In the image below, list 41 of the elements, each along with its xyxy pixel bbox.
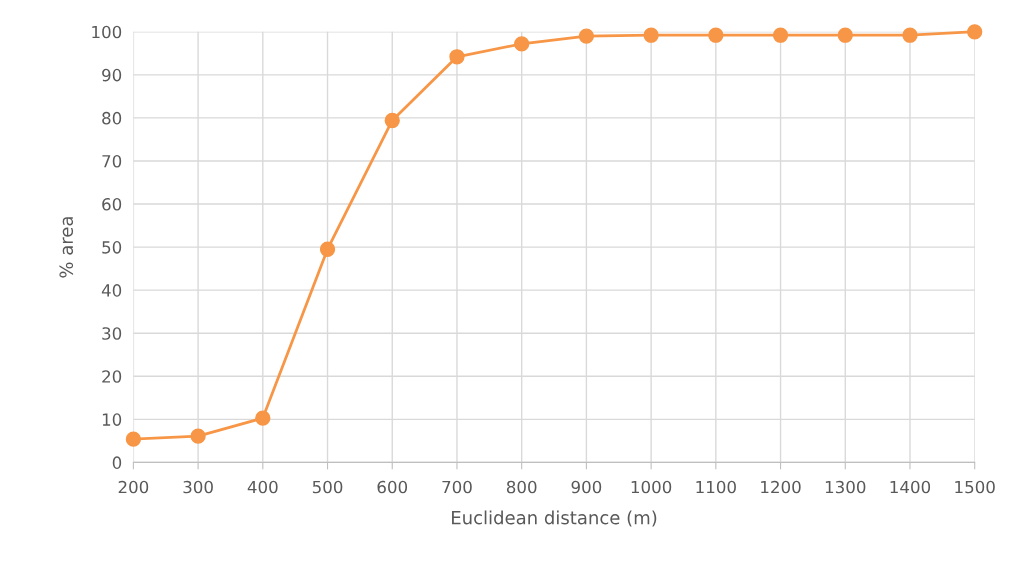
x-tick-label: 1400 [890, 480, 931, 494]
x-tick-label: 1000 [631, 480, 672, 494]
point [578, 28, 595, 44]
y-tick-label: 20 [102, 370, 122, 383]
point [449, 49, 465, 65]
y-tick-label: 60 [102, 198, 122, 211]
y-tick-label: 10 [102, 413, 122, 426]
point [514, 36, 530, 52]
point [255, 410, 271, 426]
y-tick-label: 40 [101, 284, 122, 297]
x-tick-label: 300 [183, 480, 213, 494]
x-tick-label: 1500 [955, 480, 995, 494]
point [967, 24, 983, 40]
point [384, 112, 400, 129]
x-tick-label: 200 [118, 480, 149, 494]
point [643, 27, 659, 43]
y-tick-label: 90 [102, 68, 122, 82]
x-tick-label: 1100 [696, 480, 736, 494]
x-tick-label: 800 [506, 480, 537, 494]
x-tick-label: 900 [571, 480, 602, 494]
point [708, 27, 724, 43]
point [772, 27, 789, 43]
point [837, 27, 853, 43]
y-tick-label: 50 [102, 241, 122, 254]
y-axis-title: % area [59, 217, 74, 278]
y-tick-label: 80 [102, 111, 122, 125]
point [902, 27, 918, 43]
point [319, 241, 336, 257]
x-tick-label: 1200 [761, 480, 801, 494]
y-tick-label: 30 [102, 327, 122, 340]
y-tick-label: 0 [112, 456, 122, 469]
x-axis-title: Euclidean distance (m) [452, 510, 657, 527]
y-tick-label: 70 [102, 154, 122, 168]
x-tick-label: 700 [442, 480, 472, 494]
x-tick-label: 400 [247, 480, 278, 494]
x-tick-label: 500 [312, 480, 343, 494]
x-tick-label: 600 [377, 480, 408, 494]
x-tick-label: 1300 [825, 480, 866, 494]
point [190, 428, 206, 444]
point [125, 431, 142, 447]
y-tick-label: 100 [92, 25, 122, 39]
